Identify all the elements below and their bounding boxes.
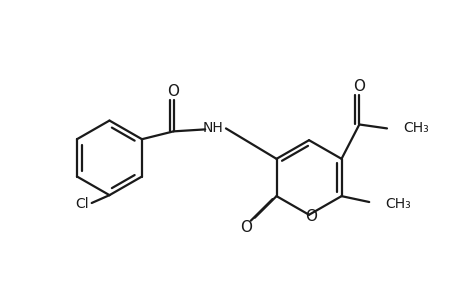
Text: O: O: [304, 209, 316, 224]
Text: Cl: Cl: [75, 197, 89, 211]
Text: CH₃: CH₃: [384, 197, 410, 211]
Text: CH₃: CH₃: [402, 122, 428, 135]
Text: O: O: [353, 79, 364, 94]
Text: NH: NH: [202, 122, 223, 135]
Text: O: O: [240, 220, 252, 235]
Text: O: O: [167, 84, 179, 99]
